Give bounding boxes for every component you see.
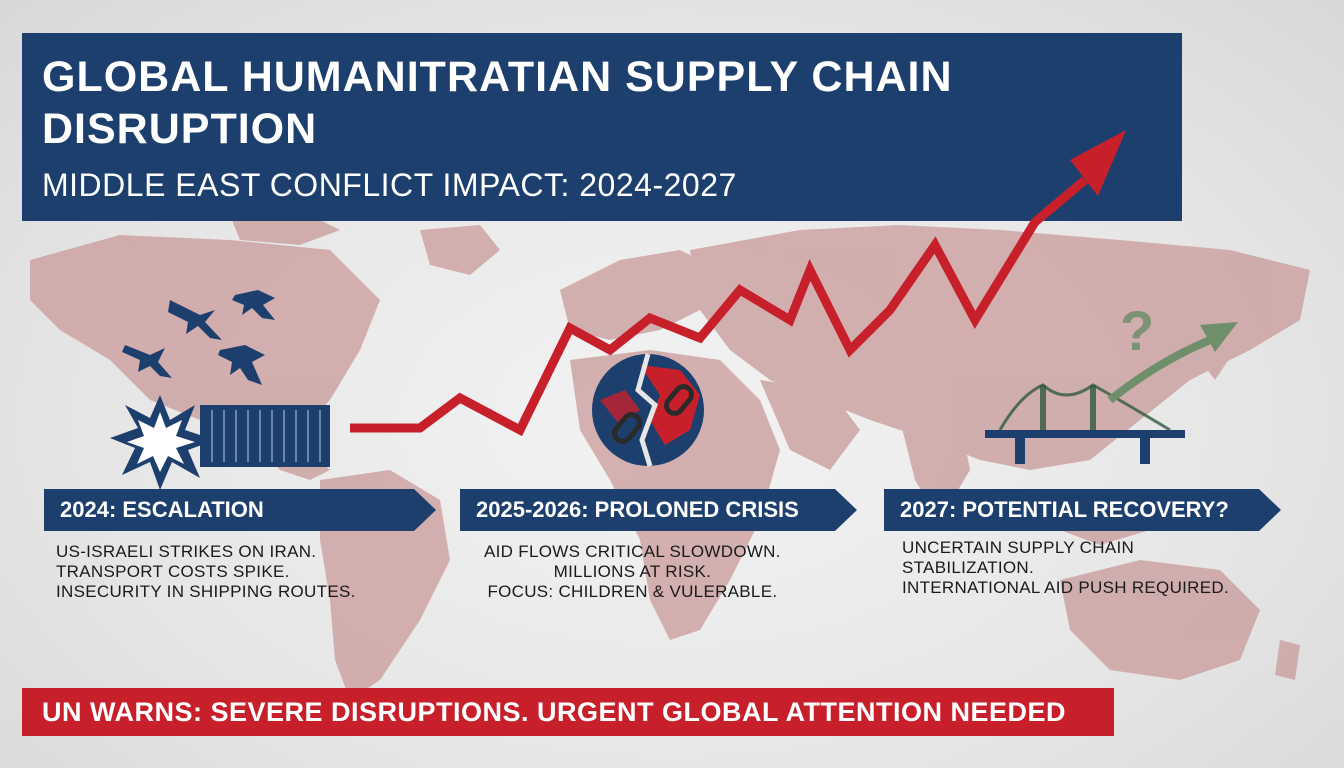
shipping-container-icon: [200, 405, 330, 467]
phase-description-2025-2026: AID FLOWS CRITICAL SLOWDOWN. MILLIONS AT…: [484, 542, 781, 602]
phase-line: INTERNATIONAL AID PUSH REQUIRED.: [902, 578, 1229, 597]
phase-banner-2027: 2027: POTENTIAL RECOVERY?: [884, 489, 1281, 531]
phase-line: INSECURITY IN SHIPPING ROUTES.: [56, 582, 356, 601]
phase-line: UNCERTAIN SUPPLY CHAIN: [902, 538, 1135, 557]
explosion-icon: [110, 395, 215, 490]
question-mark-icon: ?: [1120, 299, 1154, 362]
phase-line: TRANSPORT COSTS SPIKE.: [56, 562, 290, 581]
title-banner: GLOBAL HUMANITRATIAN SUPPLY CHAIN DISRUP…: [22, 33, 1182, 221]
phase-banner-2025-2026: 2025-2026: PROLONED CRISIS: [460, 489, 857, 531]
page-subtitle: MIDDLE EAST CONFLICT IMPACT: 2024-2027: [42, 167, 737, 203]
svg-text:?: ?: [1120, 299, 1154, 362]
phase-description-2027: UNCERTAIN SUPPLY CHAIN STABILIZATION. IN…: [902, 538, 1229, 598]
rising-arrow-icon: [350, 130, 1126, 437]
phase-description-2024: US-ISRAELI STRIKES ON IRAN. TRANSPORT CO…: [56, 542, 356, 602]
phase-line: STABILIZATION.: [902, 558, 1035, 577]
warning-banner: UN WARNS: SEVERE DISRUPTIONS. URGENT GLO…: [22, 688, 1114, 736]
phase-line: AID FLOWS CRITICAL SLOWDOWN.: [484, 542, 781, 561]
bridge-icon: [985, 383, 1185, 464]
phase-line: US-ISRAELI STRIKES ON IRAN.: [56, 542, 317, 561]
phase-label: 2024: ESCALATION: [60, 497, 264, 522]
recovery-arrow-icon: [1107, 322, 1238, 404]
page-title: GLOBAL HUMANITRATIAN SUPPLY CHAIN DISRUP…: [42, 53, 953, 153]
broken-globe-chain-icon: [592, 353, 704, 467]
phase-label: 2025-2026: PROLONED CRISIS: [476, 497, 799, 522]
fighter-jet-icon: [122, 290, 275, 385]
phase-line: MILLIONS AT RISK.: [553, 562, 712, 581]
phase-banner-2024: 2024: ESCALATION: [44, 489, 436, 531]
phase-label: 2027: POTENTIAL RECOVERY?: [900, 497, 1229, 522]
phase-line: FOCUS: CHILDREN & VULERABLE.: [487, 582, 778, 601]
